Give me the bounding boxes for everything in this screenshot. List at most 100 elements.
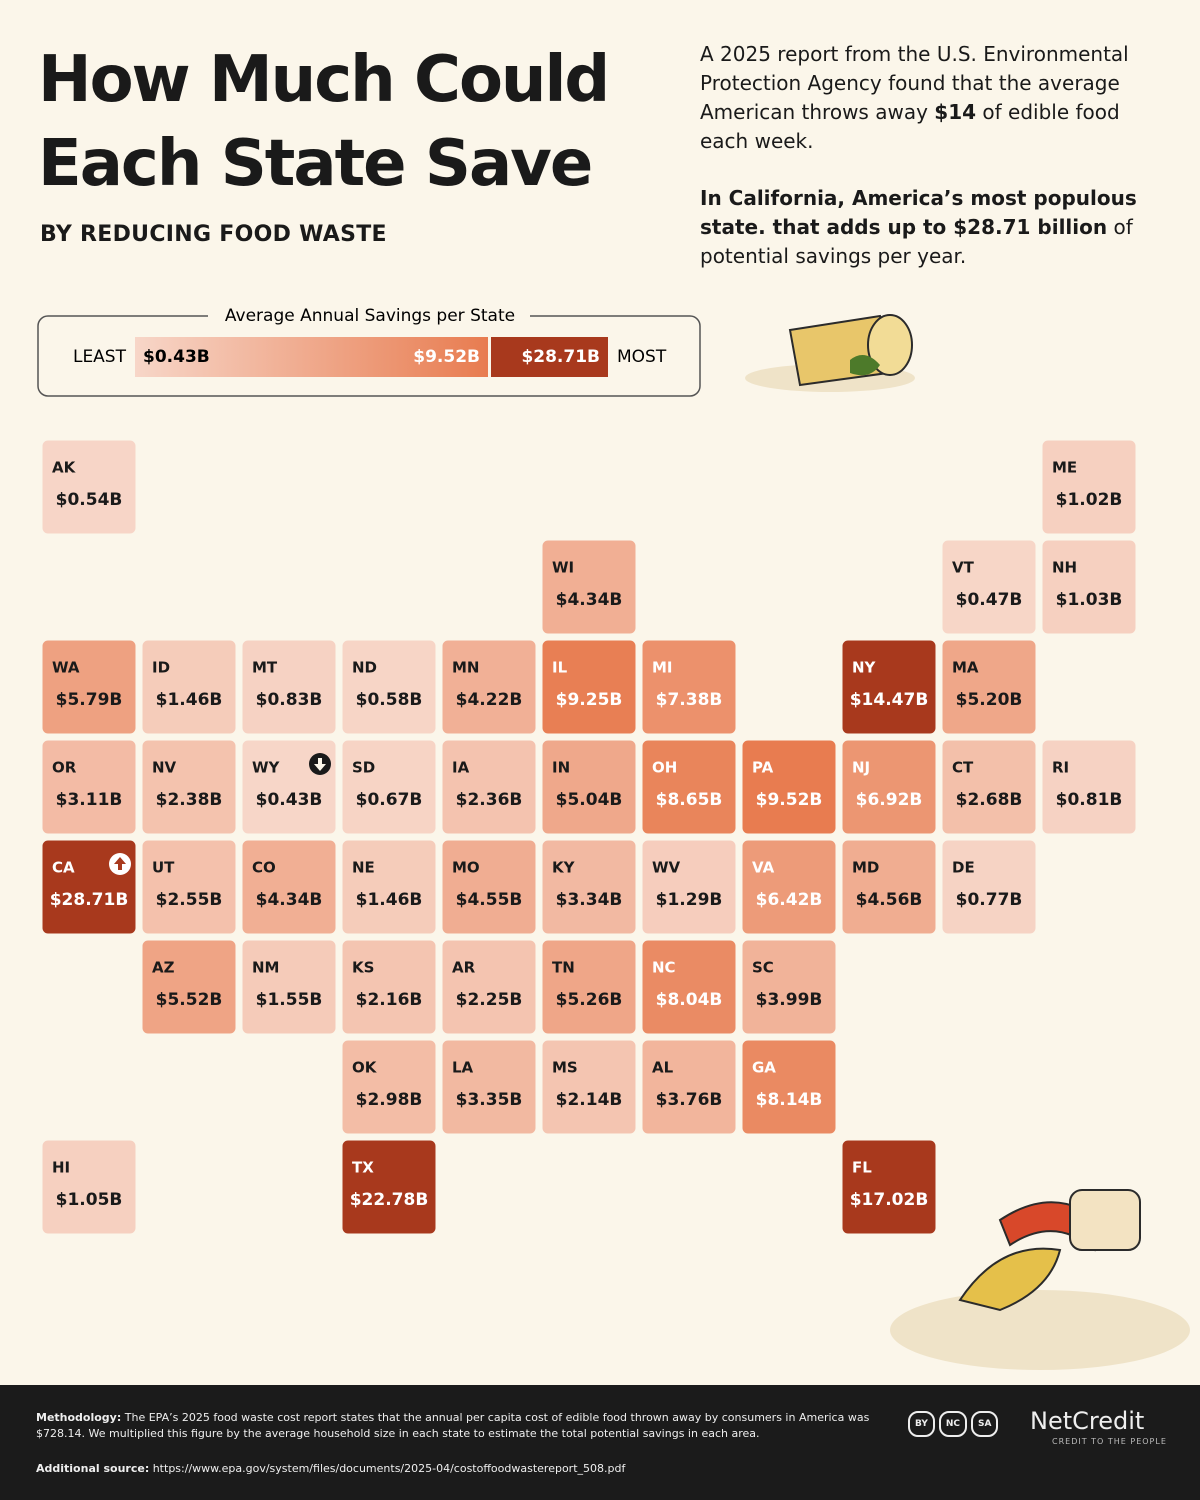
state-abbr: PA (752, 759, 774, 777)
license-badge: SA (971, 1411, 999, 1437)
state-value: $6.92B (856, 790, 923, 810)
state-value: $9.25B (556, 690, 623, 710)
state-value: $1.03B (1056, 590, 1123, 610)
state-value: $5.04B (556, 790, 623, 810)
state-abbr: VA (752, 859, 775, 877)
state-tile (441, 639, 537, 735)
methodology-label: Methodology: (36, 1411, 122, 1424)
state-value: $3.99B (756, 990, 823, 1010)
state-abbr: VT (952, 559, 975, 577)
state-abbr: DE (952, 859, 975, 877)
state-tile (541, 839, 637, 935)
state-value: $14.47B (850, 690, 929, 710)
can-lid (867, 314, 913, 376)
state-tile (541, 939, 637, 1035)
state-tile (341, 1039, 437, 1135)
state-value: $5.79B (56, 690, 123, 710)
state-tile (141, 939, 237, 1035)
state-tile (541, 539, 637, 635)
state-tile (741, 839, 837, 935)
state-abbr: TX (352, 1159, 374, 1177)
state-tile (741, 1039, 837, 1135)
state-value: $2.38B (156, 790, 223, 810)
intro-highlight: $28.71 billion (953, 215, 1108, 239)
state-abbr: MA (952, 659, 979, 677)
state-tile (641, 839, 737, 935)
state-value: $3.11B (56, 790, 123, 810)
state-tile (41, 739, 137, 835)
state-abbr: AR (452, 959, 476, 977)
state-tile (441, 739, 537, 835)
state-tile (741, 939, 837, 1035)
state-abbr: OK (352, 1059, 378, 1077)
state-value: $5.26B (556, 990, 623, 1010)
state-value: $0.83B (256, 690, 323, 710)
state-abbr: HI (52, 1159, 70, 1177)
shadow (890, 1290, 1190, 1370)
state-value: $17.02B (850, 1190, 929, 1210)
state-abbr: IN (552, 759, 570, 777)
state-value: $0.81B (1056, 790, 1123, 810)
state-value: $2.16B (356, 990, 423, 1010)
intro-paragraph: In California, America’s most populous s… (700, 184, 1170, 271)
state-abbr: MT (252, 659, 278, 677)
state-abbr: NM (252, 959, 279, 977)
legend-gradient (135, 337, 488, 377)
legend-most: MOST (617, 347, 667, 367)
state-tile (141, 639, 237, 735)
state-tile (841, 839, 937, 935)
extreme-arrow (114, 857, 126, 870)
state-abbr: WA (52, 659, 80, 677)
state-abbr: OR (52, 759, 77, 777)
state-tile (341, 639, 437, 735)
state-value: $3.34B (556, 890, 623, 910)
state-abbr: CT (952, 759, 974, 777)
state-value: $4.34B (556, 590, 623, 610)
state-tile (641, 639, 737, 735)
subtitle: BY REDUCING FOOD WASTE (40, 222, 387, 247)
state-tile (241, 939, 337, 1035)
legend-max-label: $28.71B (521, 347, 600, 367)
map: Average Annual Savings per State LEAST M… (37, 304, 1190, 1370)
state-value: $0.67B (356, 790, 423, 810)
methodology-text: The EPA’s 2025 food waste cost report st… (36, 1411, 870, 1440)
state-tile (1041, 739, 1137, 835)
state-tile (341, 939, 437, 1035)
state-tile (841, 739, 937, 835)
state-value: $0.58B (356, 690, 423, 710)
state-abbr: KY (552, 859, 576, 877)
state-value: $9.52B (756, 790, 823, 810)
state-value: $3.76B (656, 1090, 723, 1110)
intro-highlight: $14 (934, 100, 977, 124)
intro-text: of edible food each week. (700, 100, 1120, 153)
state-abbr: FL (852, 1159, 872, 1177)
state-tile (441, 839, 537, 935)
state-tile (241, 639, 337, 735)
state-tile (341, 839, 437, 935)
source-url: https://www.epa.gov/system/files/documen… (149, 1462, 626, 1475)
legend-title-bg (208, 304, 530, 328)
legend-mid-label: $9.52B (413, 347, 480, 367)
state-abbr: MO (452, 859, 480, 877)
state-tile (441, 939, 537, 1035)
title-line: Each State Save (38, 127, 593, 201)
legend-max-swatch (491, 337, 608, 377)
state-abbr: AK (52, 459, 77, 477)
state-value: $1.05B (56, 1190, 123, 1210)
state-abbr: LA (452, 1059, 474, 1077)
state-abbr: NE (352, 859, 375, 877)
tagline: CREDIT TO THE PEOPLE (1052, 1437, 1167, 1446)
state-tile (541, 739, 637, 835)
extreme-arrow (314, 758, 326, 771)
state-abbr: CA (52, 859, 75, 877)
state-value: $2.25B (456, 990, 523, 1010)
state-value: $5.52B (156, 990, 223, 1010)
state-value: $22.78B (350, 1190, 429, 1210)
state-tile (641, 1039, 737, 1135)
title: How Much Could Each State Save (38, 38, 610, 206)
state-abbr: MS (552, 1059, 578, 1077)
state-tile (941, 539, 1037, 635)
state-abbr: AZ (152, 959, 175, 977)
state-abbr: GA (752, 1059, 776, 1077)
